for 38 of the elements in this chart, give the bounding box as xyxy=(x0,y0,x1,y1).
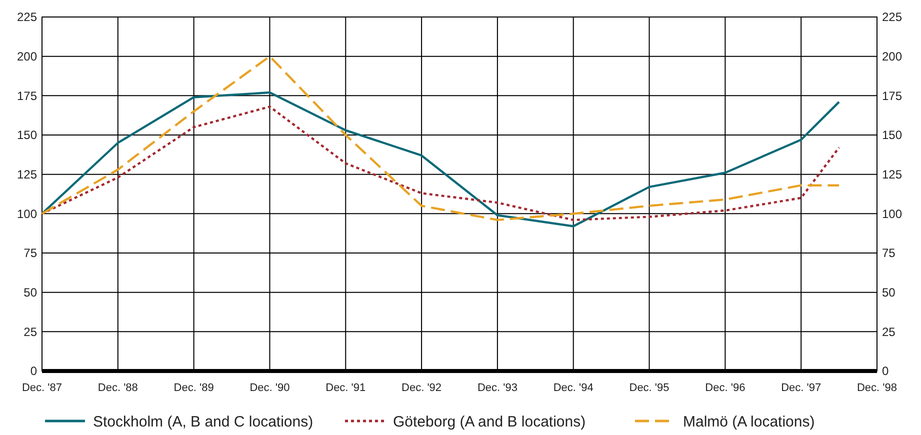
y-tick-label: 100 xyxy=(16,206,38,221)
y2-tick-label: 225 xyxy=(882,10,902,24)
x-tick-label: Dec. '91 xyxy=(326,382,366,394)
y2-tick-label: 0 xyxy=(882,364,889,378)
x-tick-label: Dec. '93 xyxy=(477,382,518,394)
x-tick-label: Dec. '92 xyxy=(402,382,442,394)
y2-tick-label: 125 xyxy=(882,168,902,182)
x-tick-label: Dec. '88 xyxy=(98,382,138,394)
x-tick-label: Dec. '94 xyxy=(553,382,594,394)
x-tick-label: Dec. '90 xyxy=(250,382,290,394)
y2-tick-label: 25 xyxy=(882,324,896,339)
y2-tick-label: 75 xyxy=(882,246,896,260)
x-tick-label: Dec. '96 xyxy=(705,382,746,394)
y-tick-label: 125 xyxy=(16,168,38,182)
x-tick-label: Dec. '97 xyxy=(781,382,822,394)
y2-tick-label: 100 xyxy=(882,206,902,221)
y-tick-label: 150 xyxy=(16,128,38,142)
y2-tick-label: 200 xyxy=(882,50,902,64)
x-tick-label: Dec. '87 xyxy=(22,382,62,394)
y-tick-label: 75 xyxy=(24,246,38,260)
y-tick-label: 0 xyxy=(30,364,38,378)
x-tick-label: Dec. '89 xyxy=(174,382,214,394)
y2-tick-label: 150 xyxy=(882,128,902,142)
y-tick-label: 200 xyxy=(16,50,38,64)
line-series xyxy=(40,55,840,222)
y-tick-label: 225 xyxy=(16,10,38,24)
legend-label: Göteborg (A and B locations) xyxy=(393,413,586,430)
line-series xyxy=(40,106,840,222)
y-tick-label: 175 xyxy=(16,88,38,103)
y-tick-label: 50 xyxy=(24,286,38,300)
x-tick-label: Dec. '98 xyxy=(856,382,898,394)
y2-tick-label: 50 xyxy=(882,286,896,300)
legend-label: Malmö (A locations) xyxy=(683,413,815,430)
line-series xyxy=(40,91,840,228)
y2-tick-label: 175 xyxy=(882,88,902,103)
y-tick-label: 25 xyxy=(24,324,38,339)
x-tick-label: Dec. '95 xyxy=(629,382,670,394)
legend-label: Stockholm (A, B and C locations) xyxy=(93,413,314,430)
